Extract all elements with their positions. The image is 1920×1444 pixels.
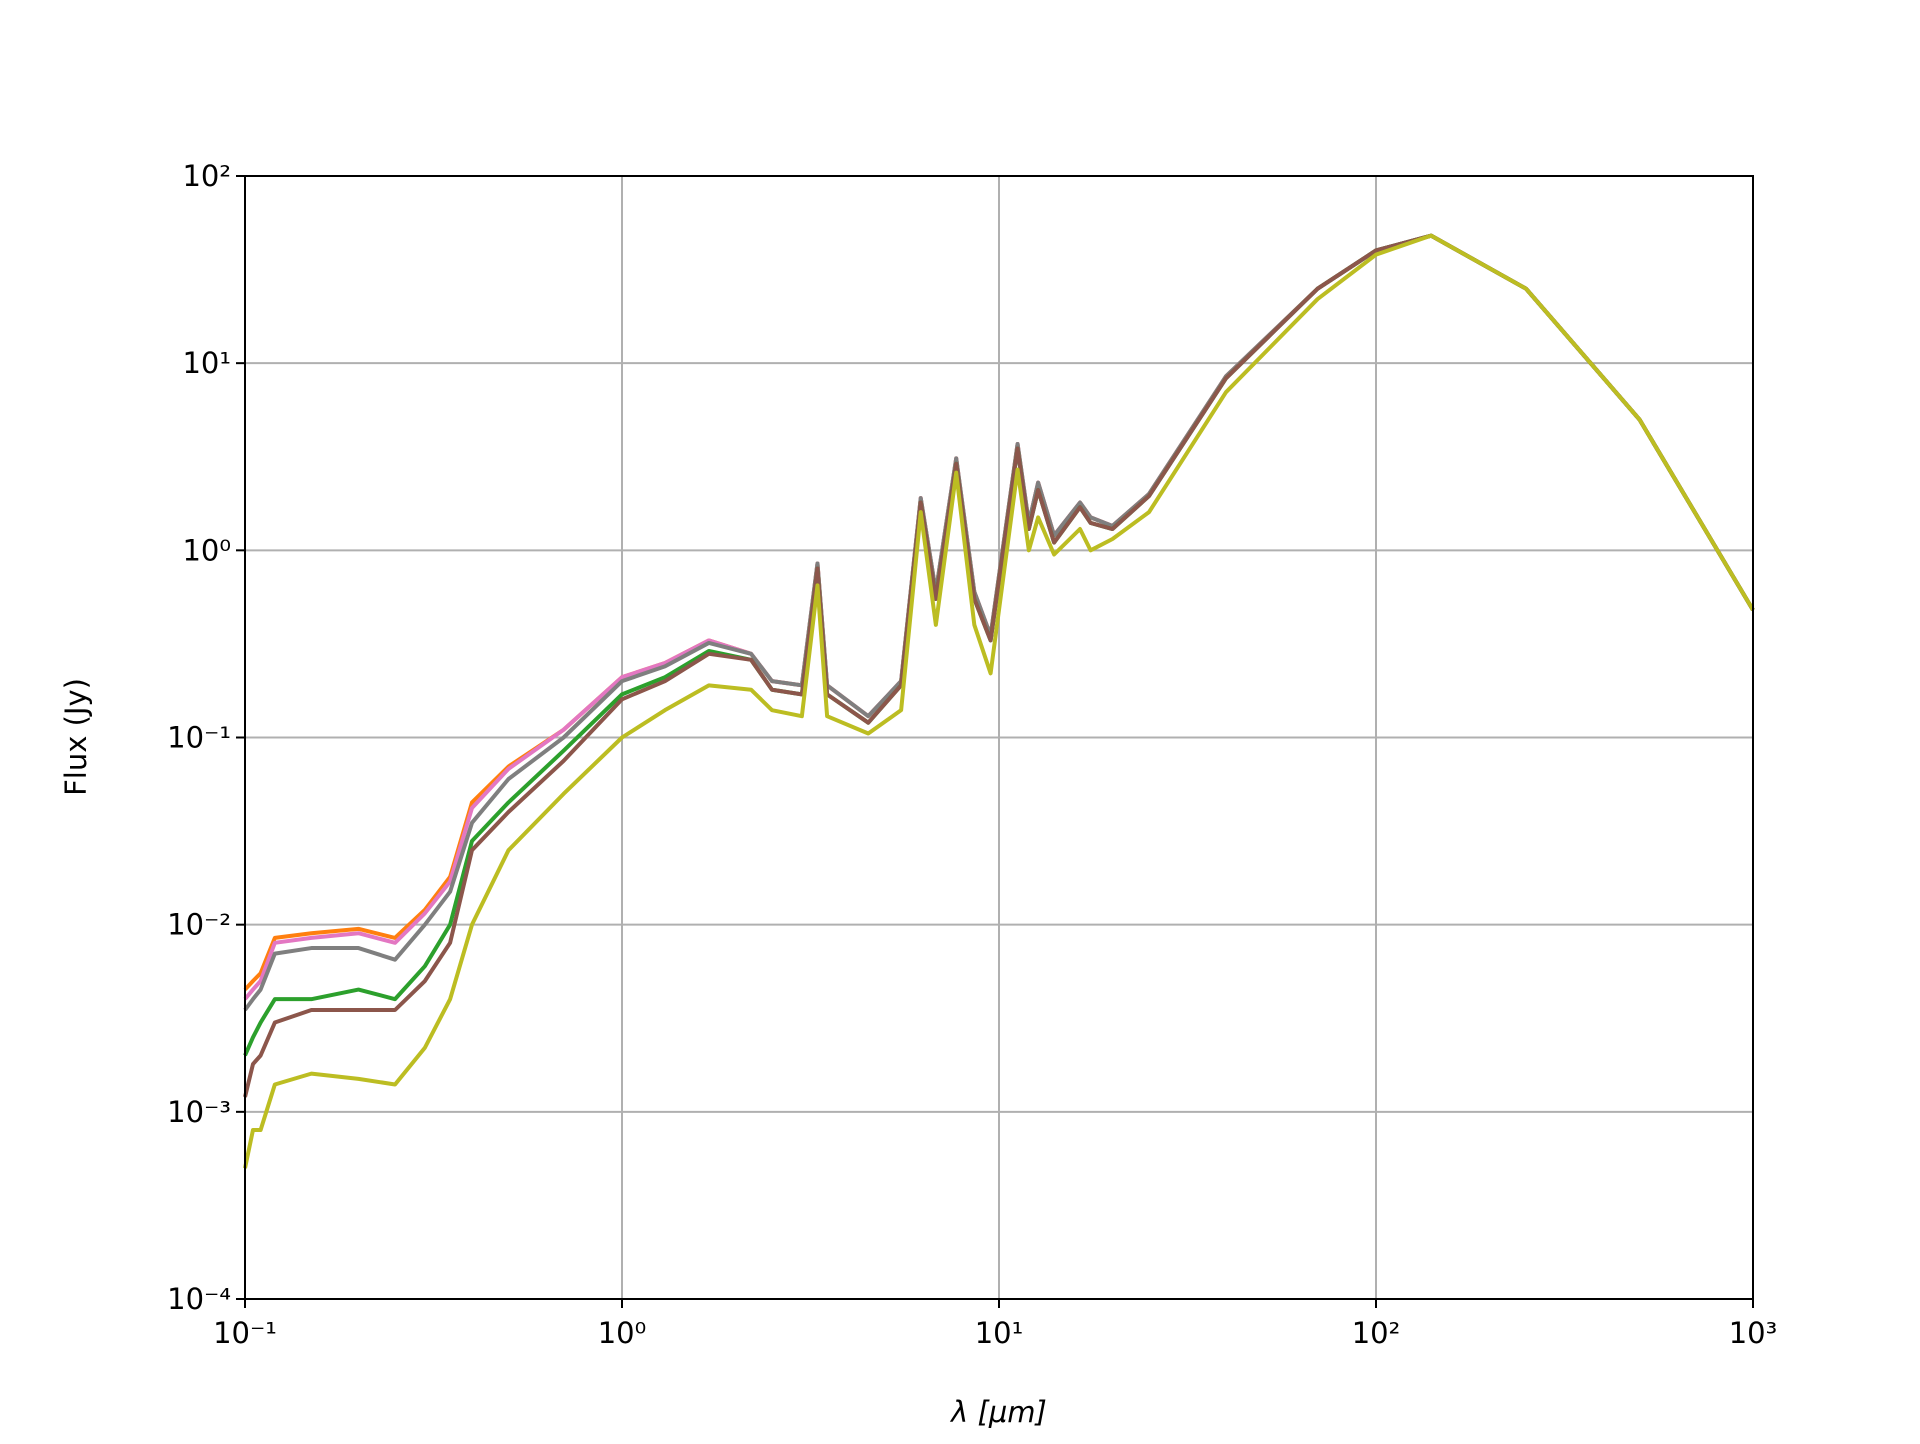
x-tick-label: 10² <box>1352 1316 1401 1350</box>
series-line <box>243 233 1755 1169</box>
y-tick-label: 10⁻¹ <box>167 721 231 755</box>
x-tick-label: 10⁰ <box>598 1316 647 1350</box>
y-tick-label: 10⁻³ <box>167 1095 231 1129</box>
x-axis-label: λ [μm] <box>949 1395 1047 1429</box>
y-tick-label: 10¹ <box>182 346 231 380</box>
y-tick-label: 10⁰ <box>182 533 231 567</box>
y-tick-label: 10⁻⁴ <box>167 1282 231 1316</box>
y-tick-label: 10² <box>182 159 231 193</box>
y-axis-label: Flux (Jy) <box>59 678 93 796</box>
x-tick-label: 10³ <box>1729 1316 1778 1350</box>
y-tick-label: 10⁻² <box>167 908 231 942</box>
x-tick-label: 10¹ <box>975 1316 1024 1350</box>
plot-frame <box>244 175 1754 1300</box>
series-line <box>243 233 1755 1098</box>
x-tick-label: 10⁻¹ <box>213 1316 277 1350</box>
